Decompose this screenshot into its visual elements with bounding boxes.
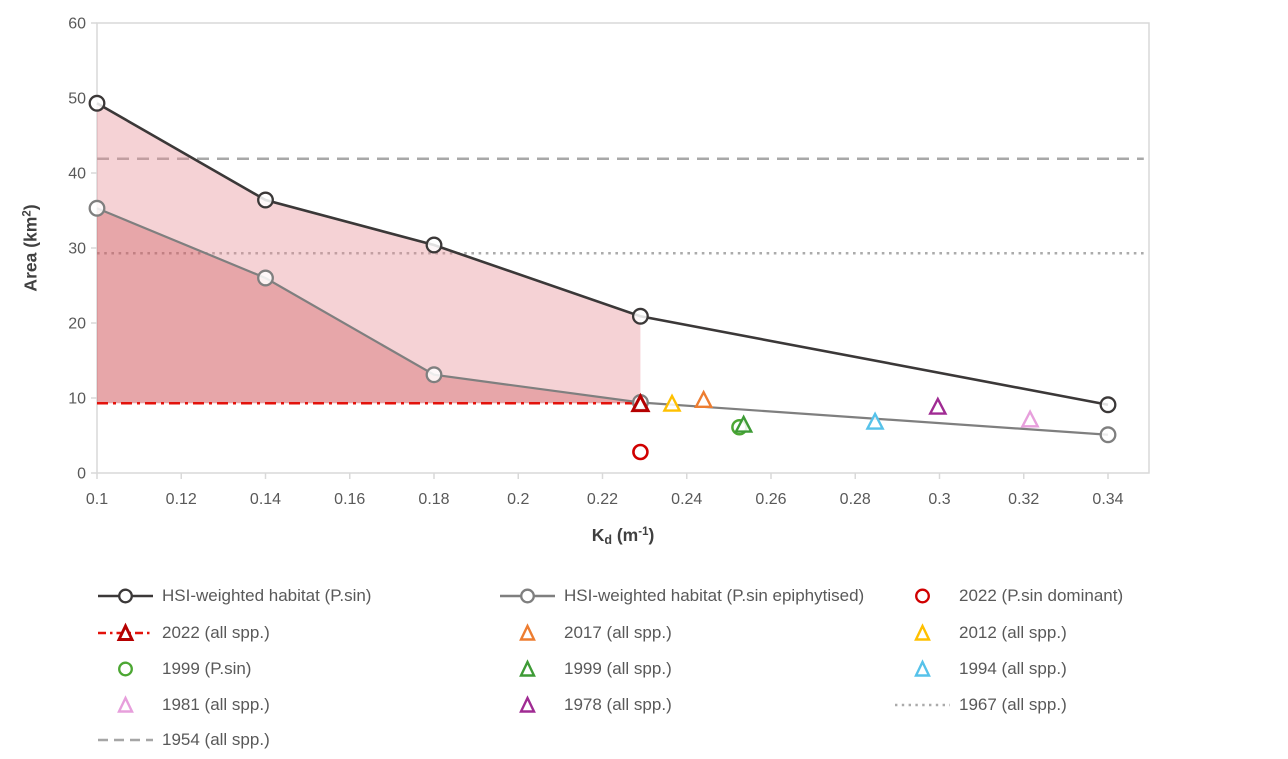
point-1994-all-spp- <box>865 411 885 430</box>
legend-label: 2022 (P.sin dominant) <box>959 586 1124 605</box>
series-marker-0 <box>631 307 649 325</box>
legend-label: 2022 (all spp.) <box>162 623 270 642</box>
legend-label: 1981 (all spp.) <box>162 695 270 714</box>
legend-row: 1999 (P.sin) 1999 (all spp.) 1994 (all spp… <box>0 657 1288 681</box>
legend-marker-triangle <box>519 623 536 641</box>
legend-marker-circle <box>118 661 133 677</box>
x-tick-label: 0.3 <box>928 491 950 508</box>
legend-marker-triangle <box>914 659 931 677</box>
x-tick-label: 0.32 <box>1008 491 1039 508</box>
y-axis-title: Area (km2) <box>21 204 42 291</box>
legend-item-2022-all-spp-: 2022 (all spp.) <box>98 621 270 645</box>
legend-item-2012-all-spp-: 2012 (all spp.) <box>895 621 1067 645</box>
y-axis-title-close: ) <box>20 204 41 211</box>
x-axis-title-unit: (m <box>611 525 639 545</box>
legend-item-2022-p-sin-dominant-: 2022 (P.sin dominant) <box>895 584 1123 608</box>
x-axis-title: Kd (m-1) <box>592 525 655 547</box>
series-marker-0 <box>1099 396 1117 414</box>
legend-label: HSI-weighted habitat (P.sin) <box>162 586 372 605</box>
legend-marker-dotted-line <box>895 703 950 707</box>
y-tick-label: 0 <box>77 466 86 483</box>
legend-item-1967-all-spp-: 1967 (all spp.) <box>895 693 1067 717</box>
legend-marker-triangle <box>519 659 536 677</box>
x-tick-label: 0.1 <box>86 491 108 508</box>
point-1999-all-spp- <box>734 414 754 433</box>
legend-row: HSI-weighted habitat (P.sin) HSI-weighted… <box>0 584 1288 608</box>
x-axis-title-close: ) <box>648 525 655 545</box>
legend-label: 1978 (all spp.) <box>564 695 672 714</box>
x-axis-title-subscript: d <box>604 533 612 547</box>
x-tick-label: 0.28 <box>840 491 871 508</box>
series-marker-1 <box>1099 426 1117 444</box>
x-tick-label: 0.34 <box>1092 491 1123 508</box>
point-2017-all-spp- <box>694 389 714 409</box>
legend-label: 1954 (all spp.) <box>162 730 270 749</box>
legend-label: 2017 (all spp.) <box>564 623 672 642</box>
x-tick-label: 0.24 <box>671 491 702 508</box>
y-tick-label: 40 <box>68 166 86 183</box>
legend-marker-dashed-line <box>98 738 153 742</box>
shaded-band <box>97 208 641 404</box>
legend-row: 2022 (all spp.) 2017 (all spp.) 2012 (all … <box>0 621 1288 645</box>
chart-plot-area: 0.1 0.12 0.14 0.16 0.18 0.2 0.22 0.24 0.26 0.28 0.… <box>68 16 1150 508</box>
legend-label: 1999 (P.sin) <box>162 659 252 678</box>
point-1978-all-spp- <box>928 396 948 415</box>
series-marker-1 <box>88 199 106 217</box>
y-axis-title-text: Area (km <box>20 216 41 292</box>
x-tick-label: 0.18 <box>418 491 449 508</box>
y-tick-label: 30 <box>68 241 86 258</box>
x-tick-label: 0.22 <box>587 491 618 508</box>
legend-marker-line-circle <box>500 588 555 604</box>
legend-row: 1954 (all spp.) <box>0 728 1288 752</box>
legend-marker-line-circle <box>98 588 153 604</box>
y-tick-label: 50 <box>68 91 86 108</box>
legend-item-1994-all-spp-: 1994 (all spp.) <box>895 657 1067 681</box>
legend-marker-triangle <box>117 695 134 713</box>
x-tick-label: 0.16 <box>334 491 365 508</box>
legend-item-1999-all-spp-: 1999 (all spp.) <box>500 657 672 681</box>
series-marker-0 <box>88 94 106 112</box>
legend-marker-triangle <box>914 623 931 641</box>
legend-item-1954-all-spp-: 1954 (all spp.) <box>98 728 270 752</box>
legend-item-hsi-weighted-habitat-p-sin-epiphytised-: HSI-weighted habitat (P.sin epiphytised) <box>500 584 864 608</box>
shaded-band <box>97 103 641 403</box>
x-tick-label: 0.26 <box>755 491 786 508</box>
x-tick-label: 0.12 <box>166 491 197 508</box>
legend-item-1978-all-spp-: 1978 (all spp.) <box>500 693 672 717</box>
legend-item-2017-all-spp-: 2017 (all spp.) <box>500 621 672 645</box>
legend-label: 1999 (all spp.) <box>564 659 672 678</box>
x-axis-title-text: K <box>591 525 605 545</box>
point-2022-all-spp- <box>630 392 651 413</box>
legend-row: 1981 (all spp.) 1978 (all spp.) 1967 (all … <box>0 693 1288 717</box>
point-2012-all-spp- <box>662 393 682 412</box>
series-marker-1 <box>257 269 274 287</box>
legend-item-1999-p-sin-: 1999 (P.sin) <box>98 657 251 681</box>
series-marker-0 <box>257 191 274 209</box>
legend-label: 1967 (all spp.) <box>959 695 1067 714</box>
legend-label: HSI-weighted habitat (P.sin epiphytised) <box>564 586 865 605</box>
x-axis-title-superscript: -1 <box>638 526 649 538</box>
y-tick-label: 10 <box>68 391 86 408</box>
legend-marker-dashdot-triangle <box>98 622 153 641</box>
y-tick-label: 20 <box>68 316 86 333</box>
legend-label: 1994 (all spp.) <box>959 659 1067 678</box>
legend-marker-circle <box>915 588 930 604</box>
legend-label: 2012 (all spp.) <box>959 623 1067 642</box>
legend-marker-triangle <box>519 695 536 713</box>
series-marker-0 <box>425 236 443 254</box>
x-tick-label: 0.14 <box>250 491 281 508</box>
legend-item-hsi-weighted-habitat-p-sin-: HSI-weighted habitat (P.sin) <box>98 584 371 608</box>
y-tick-label: 60 <box>68 16 86 33</box>
y-axis-title-superscript: 2 <box>21 210 34 217</box>
x-tick-label: 0.2 <box>507 491 529 508</box>
point-1981-all-spp- <box>1020 409 1040 428</box>
point-2022-p-sin-dominant- <box>632 443 649 461</box>
series-marker-1 <box>425 366 443 384</box>
legend-item-1981-all-spp-: 1981 (all spp.) <box>98 693 270 717</box>
